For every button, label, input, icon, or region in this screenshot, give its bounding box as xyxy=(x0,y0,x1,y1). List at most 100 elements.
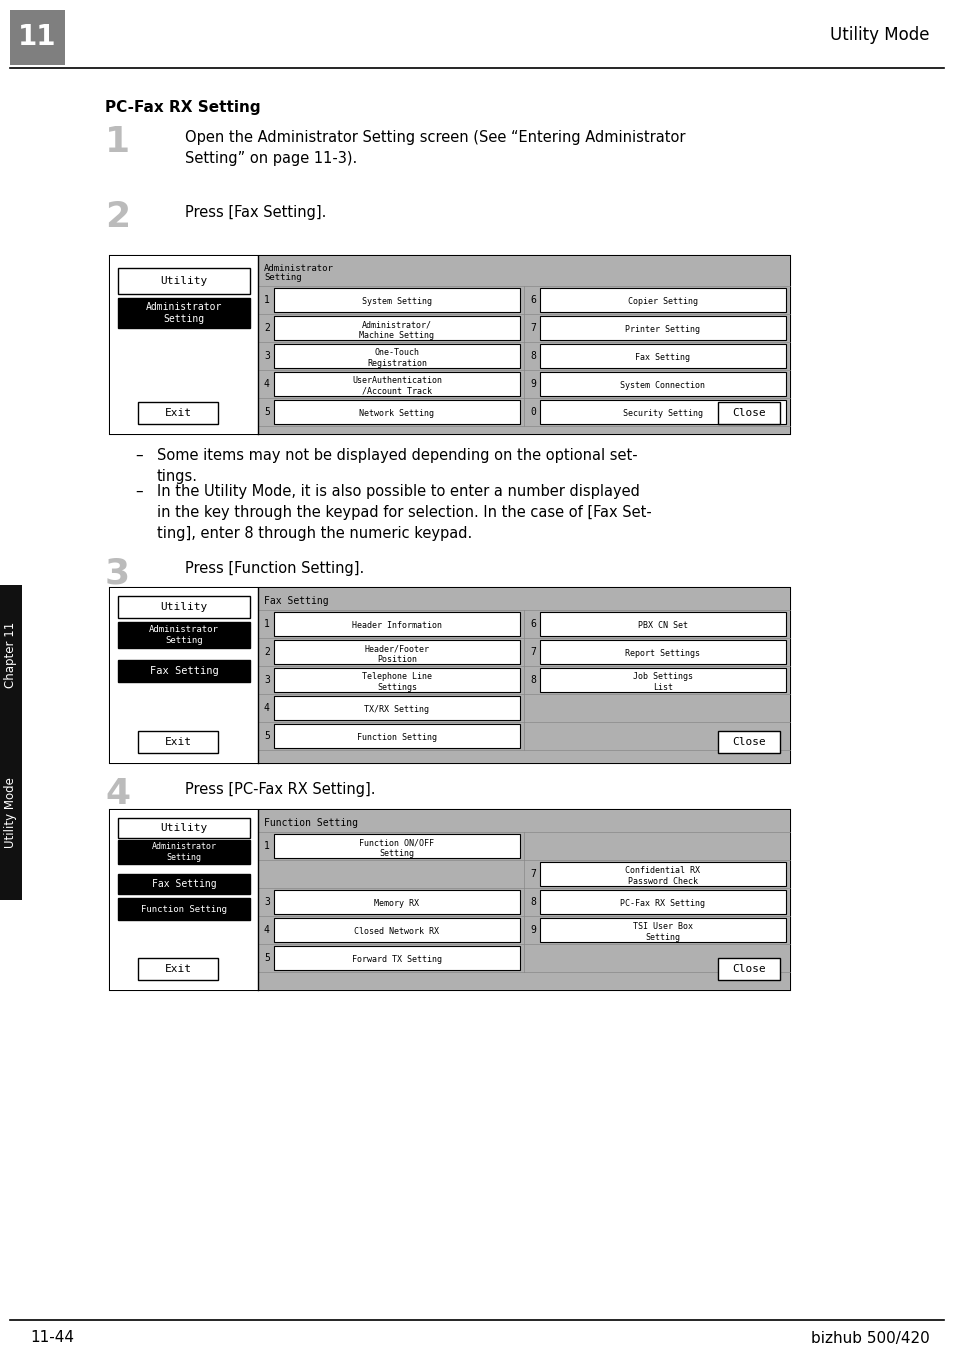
Text: 1: 1 xyxy=(105,124,130,160)
FancyBboxPatch shape xyxy=(274,946,519,969)
FancyBboxPatch shape xyxy=(118,596,250,618)
Text: Press [PC-Fax RX Setting].: Press [PC-Fax RX Setting]. xyxy=(185,781,375,796)
Text: 8: 8 xyxy=(530,675,536,685)
Text: 4: 4 xyxy=(264,703,270,713)
Text: PC-Fax RX Setting: PC-Fax RX Setting xyxy=(619,899,705,909)
Bar xyxy=(110,810,257,990)
FancyBboxPatch shape xyxy=(539,400,785,425)
FancyBboxPatch shape xyxy=(118,873,250,894)
FancyBboxPatch shape xyxy=(118,818,250,838)
FancyBboxPatch shape xyxy=(539,863,785,886)
FancyBboxPatch shape xyxy=(539,918,785,942)
Text: Utility: Utility xyxy=(160,276,208,287)
FancyBboxPatch shape xyxy=(539,639,785,664)
FancyBboxPatch shape xyxy=(274,288,519,312)
FancyBboxPatch shape xyxy=(274,612,519,635)
FancyBboxPatch shape xyxy=(718,731,780,753)
Text: –: – xyxy=(135,448,143,462)
Text: 11: 11 xyxy=(18,23,56,51)
FancyBboxPatch shape xyxy=(274,696,519,721)
Text: –: – xyxy=(135,484,143,499)
Text: Setting: Setting xyxy=(264,273,301,283)
Text: Close: Close xyxy=(731,737,765,748)
Text: 6: 6 xyxy=(530,619,536,629)
FancyBboxPatch shape xyxy=(274,918,519,942)
Text: Memory RX: Memory RX xyxy=(375,899,419,909)
Text: 8: 8 xyxy=(530,352,536,361)
FancyBboxPatch shape xyxy=(274,400,519,425)
Text: Close: Close xyxy=(731,964,765,973)
Text: 11-44: 11-44 xyxy=(30,1330,74,1345)
Text: Exit: Exit xyxy=(164,408,192,418)
Text: Security Setting: Security Setting xyxy=(622,410,702,419)
Text: UserAuthentication
/Account Track: UserAuthentication /Account Track xyxy=(352,376,441,396)
Text: Close: Close xyxy=(731,408,765,418)
Text: Chapter 11: Chapter 11 xyxy=(5,622,17,688)
Text: Function Setting: Function Setting xyxy=(264,818,357,827)
Text: 5: 5 xyxy=(264,731,270,741)
Text: PBX CN Set: PBX CN Set xyxy=(638,622,687,630)
FancyBboxPatch shape xyxy=(718,959,780,980)
Text: 2: 2 xyxy=(264,648,270,657)
FancyBboxPatch shape xyxy=(118,660,250,681)
Text: 2: 2 xyxy=(264,323,270,333)
Text: Administrator
Setting: Administrator Setting xyxy=(146,301,222,324)
FancyBboxPatch shape xyxy=(118,898,250,919)
FancyBboxPatch shape xyxy=(138,402,218,425)
Text: 4: 4 xyxy=(264,925,270,936)
Text: Printer Setting: Printer Setting xyxy=(625,326,700,334)
Text: 6: 6 xyxy=(530,295,536,306)
Bar xyxy=(0,725,22,900)
Bar xyxy=(257,256,789,434)
Text: 3: 3 xyxy=(264,896,270,907)
Text: 4: 4 xyxy=(264,379,270,389)
Text: System Connection: System Connection xyxy=(619,381,705,391)
Text: Administrator/
Machine Setting: Administrator/ Machine Setting xyxy=(359,320,434,339)
Text: 2: 2 xyxy=(105,200,130,234)
Text: Report Settings: Report Settings xyxy=(625,649,700,658)
Text: 5: 5 xyxy=(264,407,270,416)
FancyBboxPatch shape xyxy=(539,668,785,692)
Text: Press [Function Setting].: Press [Function Setting]. xyxy=(185,561,364,576)
Bar xyxy=(257,810,789,990)
Text: One-Touch
Registration: One-Touch Registration xyxy=(367,349,427,368)
FancyBboxPatch shape xyxy=(274,668,519,692)
Text: bizhub 500/420: bizhub 500/420 xyxy=(810,1330,929,1345)
Text: 9: 9 xyxy=(530,925,536,936)
FancyBboxPatch shape xyxy=(539,372,785,396)
Text: Copier Setting: Copier Setting xyxy=(627,297,698,307)
Text: Fax Setting: Fax Setting xyxy=(635,353,690,362)
Text: TSI User Box
Setting: TSI User Box Setting xyxy=(633,922,692,942)
Text: Function Setting: Function Setting xyxy=(141,904,227,914)
FancyBboxPatch shape xyxy=(274,343,519,368)
Text: Exit: Exit xyxy=(164,964,192,973)
FancyBboxPatch shape xyxy=(274,890,519,914)
FancyBboxPatch shape xyxy=(118,268,250,293)
Text: 4: 4 xyxy=(105,777,130,811)
FancyBboxPatch shape xyxy=(138,959,218,980)
Text: 8: 8 xyxy=(530,896,536,907)
Text: Forward TX Setting: Forward TX Setting xyxy=(352,956,441,964)
Text: Utility: Utility xyxy=(160,823,208,833)
FancyBboxPatch shape xyxy=(274,834,519,859)
FancyBboxPatch shape xyxy=(118,840,250,864)
Text: PC-Fax RX Setting: PC-Fax RX Setting xyxy=(105,100,260,115)
FancyBboxPatch shape xyxy=(274,725,519,748)
Text: 3: 3 xyxy=(264,352,270,361)
Bar xyxy=(10,9,65,65)
Text: 7: 7 xyxy=(530,648,536,657)
FancyBboxPatch shape xyxy=(138,731,218,753)
Text: Administrator: Administrator xyxy=(264,264,334,273)
Text: Telephone Line
Settings: Telephone Line Settings xyxy=(361,672,432,692)
Text: 1: 1 xyxy=(264,619,270,629)
Text: In the Utility Mode, it is also possible to enter a number displayed
in the key : In the Utility Mode, it is also possible… xyxy=(157,484,651,541)
Text: 3: 3 xyxy=(264,675,270,685)
FancyBboxPatch shape xyxy=(118,622,250,648)
Text: Some items may not be displayed depending on the optional set-
tings.: Some items may not be displayed dependin… xyxy=(157,448,637,484)
Text: Open the Administrator Setting screen (See “Entering Administrator
Setting” on p: Open the Administrator Setting screen (S… xyxy=(185,130,685,166)
FancyBboxPatch shape xyxy=(118,297,250,329)
Text: 9: 9 xyxy=(530,379,536,389)
FancyBboxPatch shape xyxy=(539,316,785,339)
Text: Exit: Exit xyxy=(164,737,192,748)
Bar xyxy=(110,588,257,763)
